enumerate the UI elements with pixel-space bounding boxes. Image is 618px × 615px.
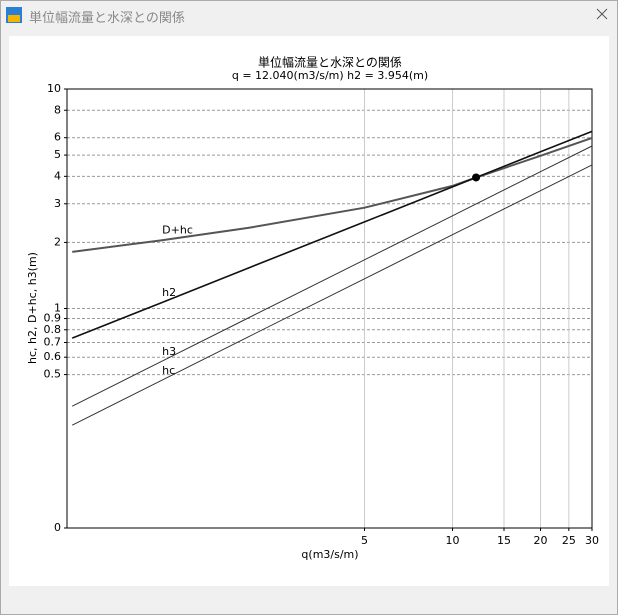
series-line <box>71 164 593 426</box>
close-button[interactable] <box>595 7 609 21</box>
y-tick-label: 3 <box>54 197 61 210</box>
y-tick-label: 1 <box>54 302 61 315</box>
y-axis-label: hc, h2, D+hc, h3(m) <box>26 252 39 364</box>
chart-subtitle: q = 12.040(m3/s/m) h2 = 3.954(m) <box>232 69 428 82</box>
x-tick-label: 20 <box>534 534 548 547</box>
app-icon <box>6 7 22 23</box>
series-line <box>71 145 593 407</box>
series-label: h3 <box>162 345 176 358</box>
marker <box>472 173 481 182</box>
plot-frame <box>66 88 593 529</box>
series-label: hc <box>162 364 175 377</box>
x-axis-label: q(m3/s/m) <box>301 548 358 561</box>
y-tick-label: 2 <box>54 235 61 248</box>
y-tick-label: 4 <box>54 169 61 182</box>
y-tick-label: 8 <box>54 103 61 116</box>
y-tick-label: 0.7 <box>44 336 62 349</box>
window-title: 単位幅流量と水深との関係 <box>29 11 185 26</box>
y-tick-label: 0.9 <box>44 312 62 325</box>
y-tick-label: 10 <box>47 82 61 95</box>
y-tick-label: 0.6 <box>44 350 62 363</box>
y-tick-label: 0.8 <box>44 323 62 336</box>
x-tick-label: 25 <box>562 534 576 547</box>
y-tick-label: 6 <box>54 131 61 144</box>
chart-title: 単位幅流量と水深との関係 <box>258 55 402 70</box>
x-tick-label: 15 <box>497 534 511 547</box>
x-tick-label: 5 <box>361 534 368 547</box>
y-tick-label: 0.5 <box>44 368 62 381</box>
series-label: D+hc <box>162 224 193 237</box>
x-tick-label: 10 <box>446 534 460 547</box>
series-line <box>71 130 593 339</box>
y-tick-label: 5 <box>54 148 61 161</box>
y-tick-label: 0 <box>54 521 61 534</box>
series-line <box>72 136 593 253</box>
series-label: h2 <box>162 286 176 299</box>
chart-panel <box>9 36 609 586</box>
x-tick-label: 30 <box>585 534 599 547</box>
